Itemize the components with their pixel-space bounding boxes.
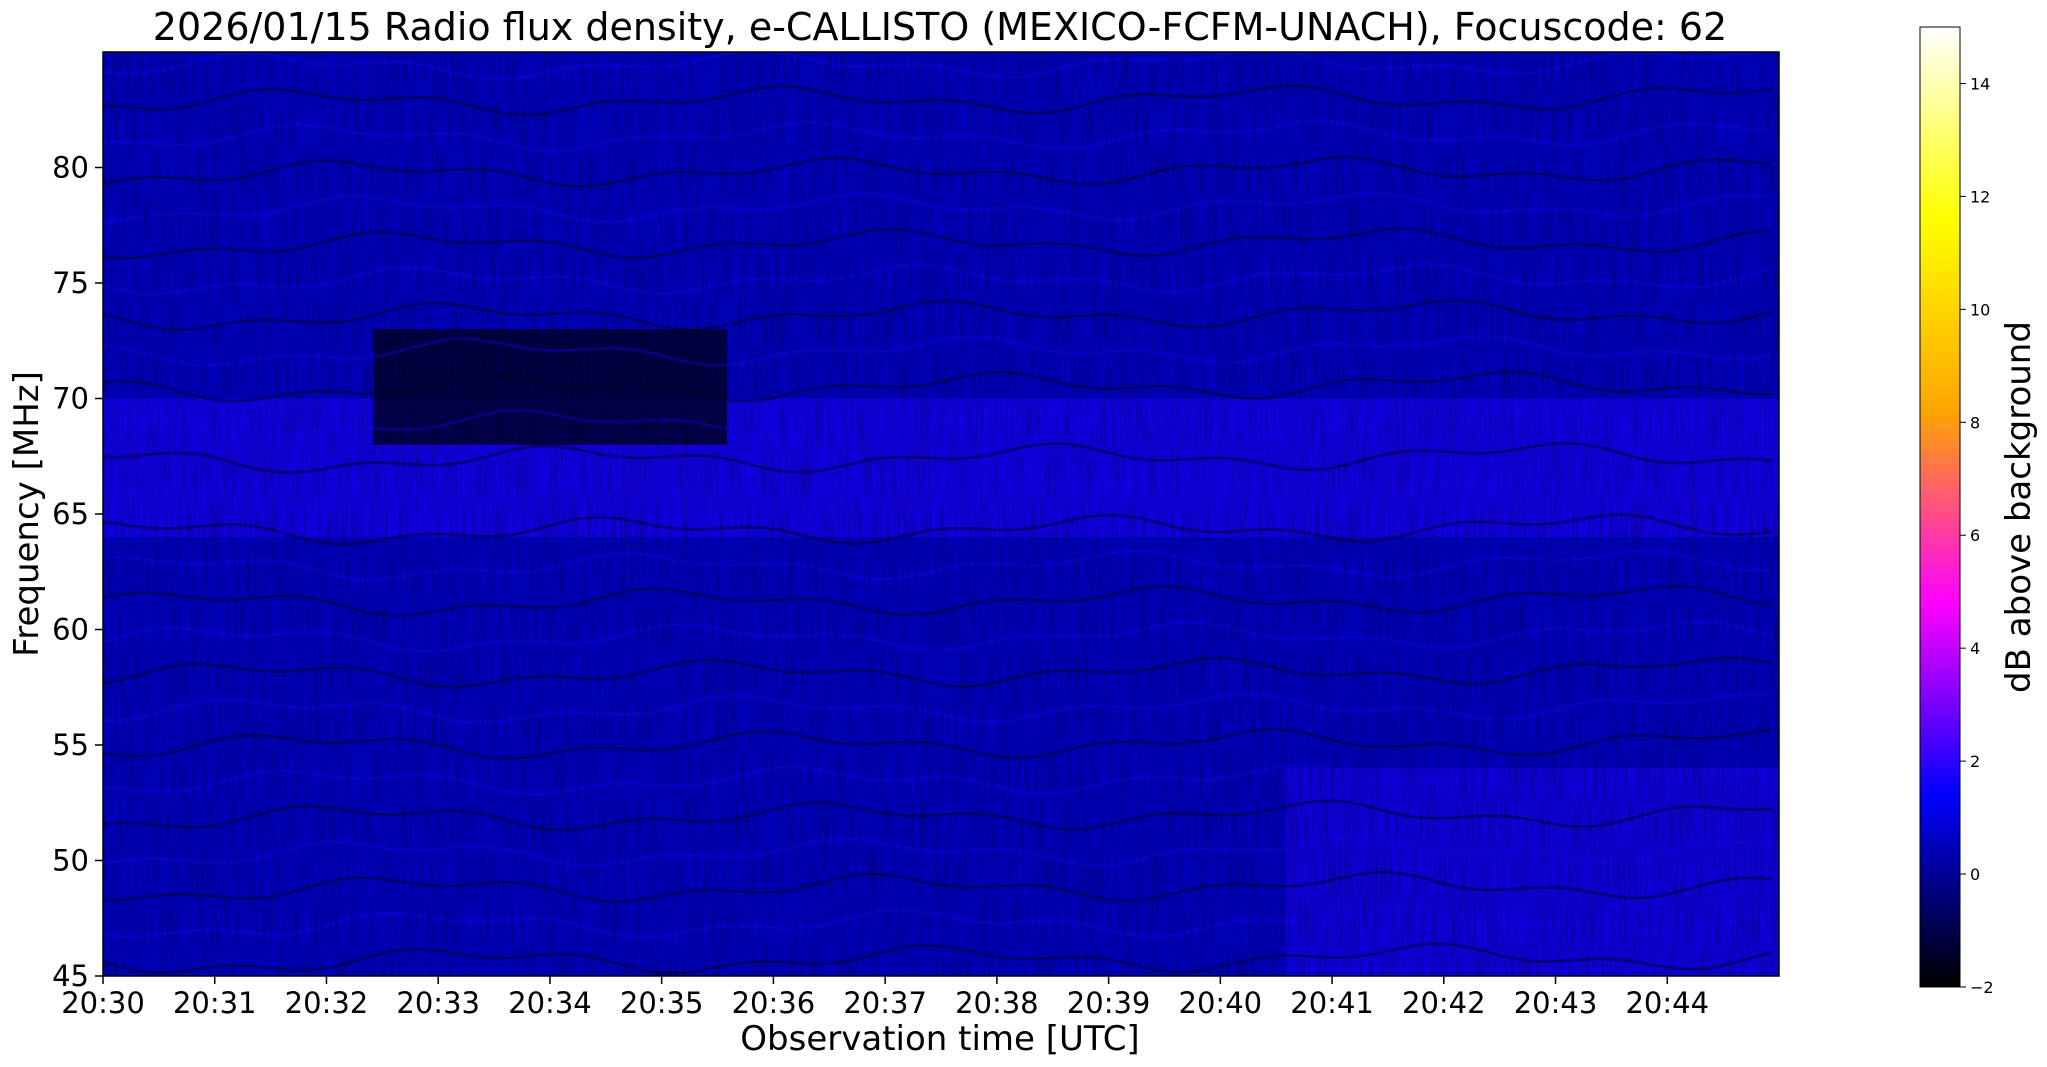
x-tick-label: 20:31 — [173, 986, 257, 1020]
colorbar-tick-label: 12 — [1970, 187, 1990, 206]
x-tick-label: 20:42 — [1402, 986, 1486, 1020]
x-tick-label: 20:36 — [732, 986, 816, 1020]
colorbar-tick-label: 4 — [1970, 639, 1980, 658]
y-tick-label: 80 — [52, 151, 89, 185]
x-tick-label: 20:43 — [1514, 986, 1598, 1020]
y-tick-label: 50 — [52, 844, 89, 878]
colorbar-tick-label: 10 — [1970, 300, 1990, 319]
y-axis: 45 50 55 60 65 70 75 80 — [52, 151, 103, 993]
y-tick-label: 45 — [52, 959, 89, 993]
colorbar — [1919, 26, 1961, 988]
spectrogram-plot-area — [103, 52, 1779, 976]
colorbar-tick-label: 2 — [1970, 752, 1980, 771]
x-tick-label: 20:35 — [620, 986, 704, 1020]
x-tick-label: 20:44 — [1625, 986, 1709, 1020]
y-tick-label: 70 — [52, 382, 89, 416]
y-tick-label: 75 — [52, 266, 89, 300]
x-tick-label: 20:32 — [285, 986, 369, 1020]
spectrogram-noise — [103, 52, 1779, 976]
y-tick-label: 55 — [52, 728, 89, 762]
colorbar-tick-label: 0 — [1970, 865, 1980, 884]
x-tick-label: 20:40 — [1179, 986, 1263, 1020]
colorbar-ticks: −2 0 2 4 6 8 10 12 14 — [1960, 74, 1994, 997]
x-tick-label: 20:38 — [955, 986, 1039, 1020]
y-tick-label: 60 — [52, 613, 89, 647]
x-tick-label: 20:41 — [1290, 986, 1374, 1020]
x-axis-label: Observation time [UTC] — [740, 1019, 1139, 1059]
colorbar-tick-label: 6 — [1970, 526, 1980, 545]
colorbar-tick-label: 8 — [1970, 413, 1980, 432]
colorbar-label: dB above background — [1999, 321, 2039, 693]
x-tick-label: 20:33 — [396, 986, 480, 1020]
x-tick-label: 20:34 — [508, 986, 592, 1020]
chart-title: 2026/01/15 Radio flux density, e-CALLIST… — [153, 5, 1727, 49]
x-tick-label: 20:39 — [1067, 986, 1151, 1020]
x-tick-label: 20:30 — [61, 986, 145, 1020]
y-tick-label: 65 — [52, 497, 89, 531]
x-axis: 20:30 20:31 20:32 20:33 20:34 20:35 20:36 20:37… — [61, 976, 1709, 1020]
x-tick-label: 20:37 — [843, 986, 927, 1020]
colorbar-tick-label: 14 — [1970, 74, 1990, 93]
y-axis-label: Frequency [MHz] — [7, 371, 47, 657]
colorbar-tick-label: −2 — [1970, 978, 1994, 997]
